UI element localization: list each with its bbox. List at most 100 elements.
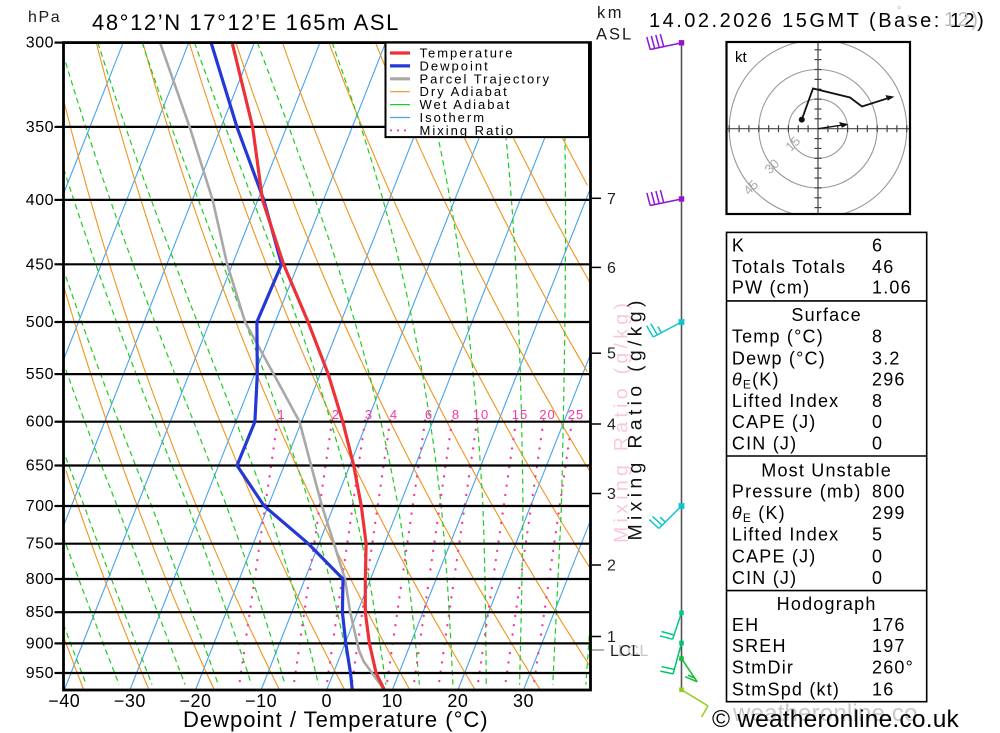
svg-text:10: 10 xyxy=(473,407,489,422)
svg-text:7: 7 xyxy=(607,191,616,208)
svg-text:48°12’N 17°12’E 165m ASL: 48°12’N 17°12’E 165m ASL xyxy=(92,10,400,35)
svg-text:900: 900 xyxy=(26,635,54,652)
svg-text:Totals Totals: Totals Totals xyxy=(732,257,846,277)
svg-text:176: 176 xyxy=(872,615,906,635)
svg-text:Temp (°C): Temp (°C) xyxy=(732,326,824,346)
svg-text:LCL: LCL xyxy=(618,643,649,660)
svg-text:6: 6 xyxy=(872,236,883,256)
svg-text:km: km xyxy=(597,4,624,22)
svg-text:0: 0 xyxy=(872,546,883,566)
svg-text:CAPE (J): CAPE (J) xyxy=(732,546,817,566)
svg-text:Surface: Surface xyxy=(791,305,861,325)
svg-text:Most Unstable: Most Unstable xyxy=(761,460,892,480)
svg-text:500: 500 xyxy=(26,314,54,331)
svg-text::: : xyxy=(906,9,914,31)
svg-text:700: 700 xyxy=(26,498,54,515)
svg-text:Lifted Index: Lifted Index xyxy=(732,525,839,545)
svg-text:16: 16 xyxy=(872,679,894,699)
svg-text:4: 4 xyxy=(607,417,616,434)
svg-text:197: 197 xyxy=(872,636,906,656)
svg-text:2: 2 xyxy=(332,407,340,422)
svg-text:Dry Adiabat: Dry Adiabat xyxy=(420,84,509,99)
svg-text:Temperature: Temperature xyxy=(420,46,515,61)
svg-text:0: 0 xyxy=(872,412,883,432)
svg-text:260°: 260° xyxy=(872,658,914,678)
svg-text:0: 0 xyxy=(872,433,883,453)
svg-text:weatheronline.co: weatheronline.co xyxy=(732,700,918,727)
svg-text:950: 950 xyxy=(26,665,54,682)
svg-text:Mixing Ratio (g/kg): Mixing Ratio (g/kg) xyxy=(611,299,633,543)
svg-text:750: 750 xyxy=(26,536,54,553)
svg-text:15: 15 xyxy=(512,407,528,422)
svg-text:350: 350 xyxy=(26,119,54,136)
svg-text:ASL: ASL xyxy=(596,26,633,44)
svg-text:25: 25 xyxy=(568,407,584,422)
svg-text:20: 20 xyxy=(539,407,555,422)
svg-text:14.02.2026 15GMT (Base: 12): 14.02.2026 15GMT (Base: 12) xyxy=(649,10,986,32)
svg-text:Mixing Ratio (g/kg): Mixing Ratio (g/kg) xyxy=(625,296,647,540)
svg-text:Hodograph: Hodograph xyxy=(777,594,877,614)
svg-text:CIN (J): CIN (J) xyxy=(732,433,797,453)
svg-text:LCL: LCL xyxy=(610,643,641,660)
svg-text:650: 650 xyxy=(26,458,54,475)
svg-text:0: 0 xyxy=(872,568,883,588)
svg-text:°: ° xyxy=(897,5,901,17)
svg-text:−30: −30 xyxy=(114,691,146,711)
svg-text:CIN (J): CIN (J) xyxy=(732,568,797,588)
svg-text:299: 299 xyxy=(872,503,906,523)
svg-text:450: 450 xyxy=(26,256,54,273)
svg-text:hPa: hPa xyxy=(28,9,61,26)
svg-text:Lifted Index: Lifted Index xyxy=(732,391,839,411)
svg-text:Isotherm: Isotherm xyxy=(420,110,487,125)
svg-text:θE(K): θE(K) xyxy=(732,370,780,392)
svg-text:Mixing Ratio: Mixing Ratio xyxy=(420,123,516,138)
svg-text:5: 5 xyxy=(872,525,883,545)
svg-text:8: 8 xyxy=(872,326,883,346)
svg-text:2: 2 xyxy=(607,558,616,575)
svg-text:Pressure (mb): Pressure (mb) xyxy=(732,482,862,502)
svg-text:PW (cm): PW (cm) xyxy=(732,277,810,297)
svg-text:6: 6 xyxy=(607,260,616,277)
svg-text:296: 296 xyxy=(872,370,906,390)
svg-text:1.06: 1.06 xyxy=(872,277,912,297)
svg-text:K: K xyxy=(732,236,745,256)
svg-text:Wet Adiabat: Wet Adiabat xyxy=(420,97,512,112)
svg-text:StmDir: StmDir xyxy=(732,658,794,678)
svg-text:0: 0 xyxy=(321,691,332,711)
svg-text:1: 1 xyxy=(277,407,285,422)
svg-text:Dewp (°C): Dewp (°C) xyxy=(732,348,826,368)
svg-text:3.2: 3.2 xyxy=(872,348,901,368)
svg-text:Dewpoint: Dewpoint xyxy=(420,58,490,73)
svg-text:6: 6 xyxy=(425,407,433,422)
svg-text:Parcel Trajectory: Parcel Trajectory xyxy=(420,71,552,86)
svg-text:−40: −40 xyxy=(48,691,80,711)
svg-text:600: 600 xyxy=(26,414,54,431)
svg-text:© weatheronline.co.uk: © weatheronline.co.uk xyxy=(712,706,960,733)
svg-text:SREH: SREH xyxy=(732,636,787,656)
svg-text:Dewpoint / Temperature (°C): Dewpoint / Temperature (°C) xyxy=(183,707,489,732)
svg-text:20: 20 xyxy=(447,691,468,711)
svg-text:400: 400 xyxy=(26,192,54,209)
svg-text:10: 10 xyxy=(382,691,403,711)
svg-text:StmSpd (kt): StmSpd (kt) xyxy=(732,679,840,699)
svg-text:kt: kt xyxy=(735,49,748,66)
svg-text:3: 3 xyxy=(365,407,373,422)
svg-text:46: 46 xyxy=(872,257,894,277)
svg-text:5: 5 xyxy=(607,346,616,363)
svg-text:−10: −10 xyxy=(245,691,277,711)
svg-text:θE (K): θE (K) xyxy=(732,503,786,525)
svg-text:8: 8 xyxy=(872,391,883,411)
svg-text:30: 30 xyxy=(513,691,534,711)
svg-text:−20: −20 xyxy=(179,691,211,711)
svg-text:12): 12) xyxy=(944,9,980,31)
svg-text:1: 1 xyxy=(607,629,616,646)
svg-text:800: 800 xyxy=(26,571,54,588)
svg-text:4: 4 xyxy=(390,407,398,422)
svg-text:550: 550 xyxy=(26,366,54,383)
svg-text:300: 300 xyxy=(26,35,54,52)
svg-text:8: 8 xyxy=(452,407,460,422)
svg-text:3: 3 xyxy=(607,486,616,503)
svg-text:EH: EH xyxy=(732,615,759,635)
svg-text:CAPE (J): CAPE (J) xyxy=(732,412,817,432)
svg-text:850: 850 xyxy=(26,604,54,621)
